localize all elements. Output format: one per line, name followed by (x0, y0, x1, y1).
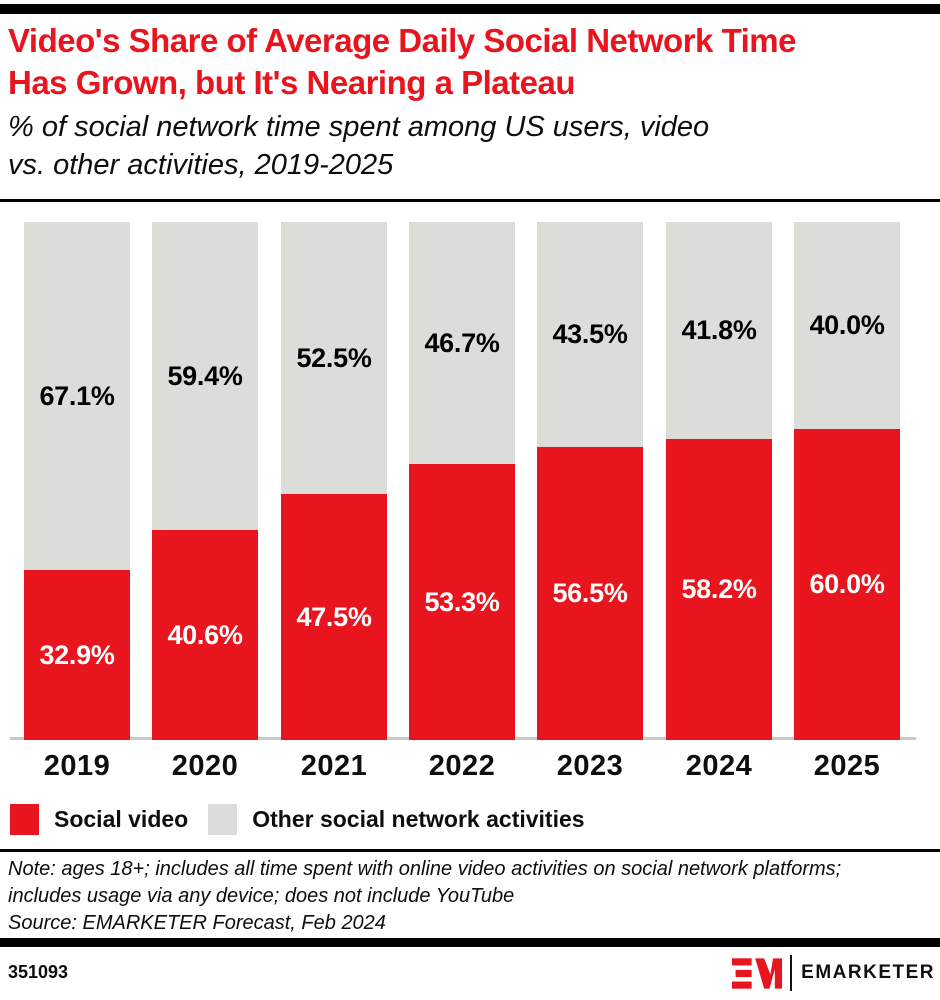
em-logo-icon (732, 957, 783, 989)
legend-swatch-icon (208, 803, 238, 835)
bar-group-2025: 40.0% 60.0% (794, 222, 900, 740)
bar-value-label-other: 43.5% (552, 319, 628, 349)
bar-value-label-other: 46.7% (424, 327, 500, 358)
bar-value-label-video: 47.5% (296, 601, 372, 632)
x-axis-label-2022: 2022 (428, 750, 496, 782)
bar-group-2019: 67.1% 32.9% (24, 222, 130, 740)
brand-wordmark: EMARKETER (801, 962, 935, 983)
brand-logo: EMARKETER (732, 955, 935, 991)
bar-value-label-other: 67.1% (39, 380, 115, 411)
x-axis-label-2023: 2023 (556, 750, 624, 782)
bar-group-2024: 41.8% 58.2% (666, 222, 772, 740)
legend-swatch-icon (10, 803, 39, 835)
legend-label: Social video (54, 805, 189, 832)
bar-segment-social-video: 40.6% (152, 530, 258, 740)
bar-segment-social-video: 32.9% (24, 570, 130, 740)
page-title-line-2: Has Grown, but It's Nearing a Plateau (8, 64, 575, 101)
bottom-accent-bar (0, 938, 940, 947)
bar-value-label-other: 40.0% (809, 310, 885, 340)
bar-group-2020: 59.4% 40.6% (152, 222, 258, 740)
chart-id: 351093 (8, 962, 69, 982)
bar-segment-other: 43.5% (537, 222, 643, 447)
x-axis-label-2020: 2020 (171, 750, 239, 782)
bar-segment-other: 59.4% (152, 222, 258, 530)
footnote-note: Note: ages 18+; includes all time spent … (8, 858, 842, 907)
bar-group-2021: 52.5% 47.5% (281, 222, 387, 740)
bar-segment-social-video: 47.5% (281, 494, 387, 740)
page-subtitle-line-2: vs. other activities, 2019-2025 (8, 149, 394, 181)
x-axis-label-2025: 2025 (813, 750, 881, 782)
bar-group-2022: 46.7% 53.3% (409, 222, 515, 740)
bar-value-label-other: 41.8% (681, 315, 757, 345)
bar-segment-social-video: 60.0% (794, 429, 900, 740)
brand-divider (790, 955, 793, 991)
legend-item-1: Other social network activities (208, 803, 585, 835)
bar-value-label-video: 60.0% (809, 569, 885, 599)
legend-item-0: Social video (10, 803, 189, 835)
page-title-line-1: Video's Share of Average Daily Social Ne… (8, 22, 797, 59)
bar-value-label-video: 53.3% (424, 586, 500, 617)
footnote: Note: ages 18+; includes all time spent … (8, 856, 913, 937)
bar-segment-other: 52.5% (281, 222, 387, 494)
chart-plot: 67.1% 32.9% 59.4% 40.6% 52.5% 47.5% 46.7% 53.3%… (0, 222, 940, 740)
bar-value-label-other: 59.4% (167, 360, 243, 391)
bar-value-label-other: 52.5% (296, 342, 372, 373)
footnote-source: Source: EMARKETER Forecast, Feb 2024 (8, 912, 386, 934)
header-divider-line (0, 199, 940, 202)
bar-value-label-video: 32.9% (39, 639, 115, 670)
x-axis-label-2019: 2019 (43, 750, 111, 782)
top-accent-bar (0, 4, 940, 14)
page-subtitle-line-1: % of social network time spent among US … (8, 111, 710, 143)
legend-label: Other social network activities (252, 805, 585, 832)
bar-value-label-video: 58.2% (681, 574, 757, 604)
bar-segment-social-video: 58.2% (666, 439, 772, 740)
bar-segment-social-video: 56.5% (537, 447, 643, 740)
page-title: Video's Share of Average Daily Social Ne… (8, 20, 934, 104)
bar-segment-other: 40.0% (794, 222, 900, 429)
chart-legend: Social video Other social network activit… (10, 802, 605, 836)
x-axis-label-2024: 2024 (685, 750, 753, 782)
bar-segment-social-video: 53.3% (409, 464, 515, 740)
x-axis-label-2021: 2021 (300, 750, 368, 782)
footnote-divider-line (0, 849, 940, 852)
bar-group-2023: 43.5% 56.5% (537, 222, 643, 740)
bar-segment-other: 41.8% (666, 222, 772, 439)
bar-value-label-video: 56.5% (552, 578, 628, 608)
bar-segment-other: 46.7% (409, 222, 515, 464)
x-axis-labels: 2019 2020 2021 2022 2023 2024 2025 (0, 750, 940, 786)
page-subtitle: % of social network time spent among US … (8, 108, 934, 184)
bar-segment-other: 67.1% (24, 222, 130, 570)
bar-value-label-video: 40.6% (167, 619, 243, 650)
